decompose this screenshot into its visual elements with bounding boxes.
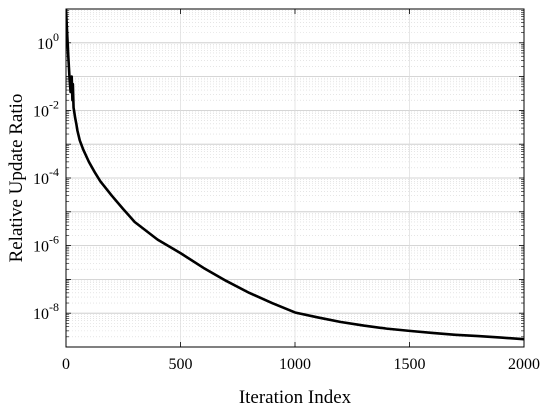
x-tick-label: 500 <box>169 356 193 373</box>
y-tick-label: 10-8 <box>33 300 59 323</box>
x-tick-label: 1000 <box>279 356 311 373</box>
x-tick-label: 1500 <box>394 356 426 373</box>
y-tick-label: 10-4 <box>33 165 59 188</box>
y-axis-label: Relative Update Ratio <box>6 94 27 263</box>
y-tick-label: 10-2 <box>33 97 59 120</box>
y-tick-label: 100 <box>37 30 59 53</box>
series-layer <box>66 9 524 341</box>
major-grid <box>65 8 525 348</box>
y-tick-label: 10-6 <box>33 233 59 256</box>
x-tick-label: 2000 <box>508 356 540 373</box>
x-tick-labels: 0 500 1000 1500 2000 <box>62 356 540 373</box>
x-tick-label: 0 <box>62 356 70 373</box>
y-tick-labels: 10-8 10-6 10-4 10-2 100 <box>33 30 59 323</box>
series-line <box>66 9 524 341</box>
x-axis-label: Iteration Index <box>239 387 352 408</box>
tick-marks <box>65 8 525 348</box>
